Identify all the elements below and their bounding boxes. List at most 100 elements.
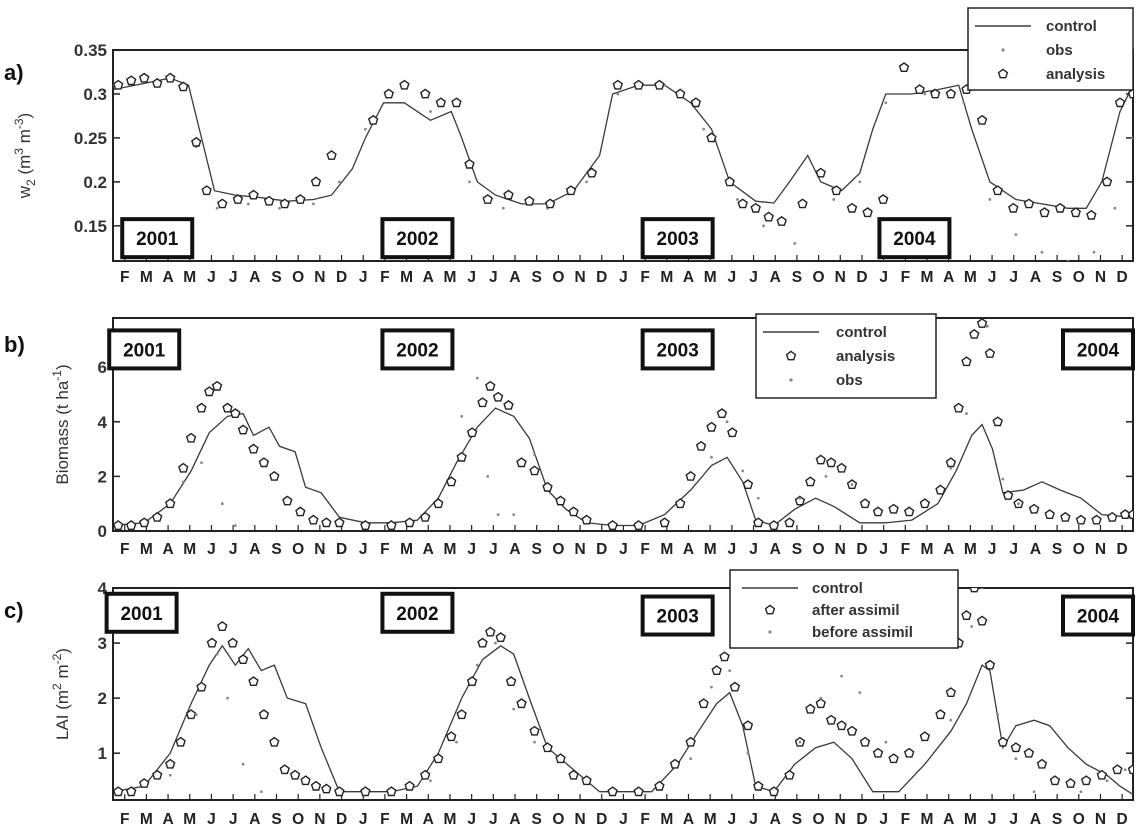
series-control-line [113,644,1133,796]
y-tick-label: 3 [98,634,107,653]
x-tick-label: A [683,269,694,286]
series-before-assimil-point [970,625,974,628]
series-analysis-point [763,211,774,222]
series-analysis-point [446,476,457,487]
x-tick-label: M [400,811,413,828]
x-tick-label: N [314,811,325,828]
series-obs-point [962,101,966,105]
x-tick-label: A [770,269,781,286]
series-analysis-point [633,79,644,90]
series-analysis-point [846,202,858,213]
series-analysis-point [675,88,686,99]
legend-dot-marker [789,378,793,382]
series-after-assimil-point [1023,747,1035,758]
x-tick-label: O [813,541,825,558]
x-tick-label: S [792,269,802,286]
x-tick-label: A [162,811,173,828]
series-after-assimil-point [1096,769,1108,780]
x-tick-label: O [813,811,825,828]
series-after-assimil-point [961,610,972,620]
legend-pentagon-marker [764,604,776,615]
series-after-assimil-point [984,659,996,670]
series-analysis-point [768,520,780,530]
legend-label: control [812,580,863,597]
series-analysis-point [607,520,618,530]
series-analysis-point [945,88,957,99]
series-analysis-point [178,81,189,92]
x-tick-label: O [552,541,564,558]
x-tick-label: J [467,269,476,286]
series-analysis-point [633,520,644,530]
x-tick-label: A [770,541,781,558]
legend-box [967,7,1134,91]
series-after-assimil-point [360,786,371,797]
series-analysis-point [675,498,686,509]
series-before-assimil-point [168,773,172,777]
series-analysis-point [295,194,306,204]
x-tick-label: J [728,541,737,558]
x-tick-label: A [943,811,954,828]
x-tick-label: J [749,269,758,286]
y-tick-label: 0.3 [83,85,107,104]
year-box [104,591,179,634]
series-analysis-point [706,132,717,143]
series-analysis-point [1060,511,1071,522]
series-analysis-point [152,511,163,522]
series-analysis-point [399,79,410,90]
series-analysis-point [930,88,941,99]
series-analysis-point [125,520,137,530]
x-tick-label: S [271,811,281,828]
series-analysis-point [222,402,233,413]
panel-letter: c) [4,598,24,623]
series-before-assimil-point [819,696,823,700]
series-analysis-point [321,517,332,528]
series-analysis-point [232,194,244,204]
x-tick-label: S [1052,269,1062,286]
plot-frame [112,317,1134,532]
series-after-assimil-point [815,698,826,709]
x-tick-label: N [1095,811,1106,828]
year-label: 2001 [136,229,179,250]
series-obs-point [215,206,219,210]
series-obs-point [337,180,341,184]
series-analysis-point [565,185,577,196]
series-before-assimil-point [241,762,245,766]
year-box [1061,328,1135,371]
series-analysis-point [217,198,228,209]
series-analysis-point [326,150,337,160]
x-tick-label: J [749,811,758,828]
y-tick-label: 4 [98,413,108,432]
series-layer [113,318,1133,530]
x-tick-label: N [835,541,846,558]
x-tick-label: M [660,269,673,286]
x-tick-label: N [314,541,325,558]
series-before-assimil-point [710,685,713,689]
x-tick-label: D [336,811,347,828]
x-tick-label: S [532,541,542,558]
x-tick-label: D [856,541,867,558]
x-tick-label: J [988,269,997,286]
year-box [107,328,182,371]
x-tick-label: F [901,811,910,828]
series-analysis-point [152,77,163,88]
series-analysis-point [555,495,566,506]
year-label: 2004 [1077,607,1120,628]
series-after-assimil-point [555,753,566,764]
series-after-assimil-point [217,621,228,631]
x-tick-label: J [619,541,628,558]
series-after-assimil-point [1080,775,1092,786]
legend-pentagon-marker [785,350,797,361]
series-after-assimil-point [859,736,871,747]
year-label: 2002 [396,604,438,625]
series-analysis-point [976,114,988,125]
series-after-assimil-point [206,637,218,648]
series-analysis-point [976,318,988,328]
x-tick-label: J [619,811,628,828]
series-obs-point [793,242,797,245]
series-analysis-point [784,517,795,528]
series-after-assimil-point [258,709,270,720]
x-tick-label: A [509,811,520,828]
y-tick-label: 2 [98,689,107,708]
x-tick-label: M [400,541,413,558]
